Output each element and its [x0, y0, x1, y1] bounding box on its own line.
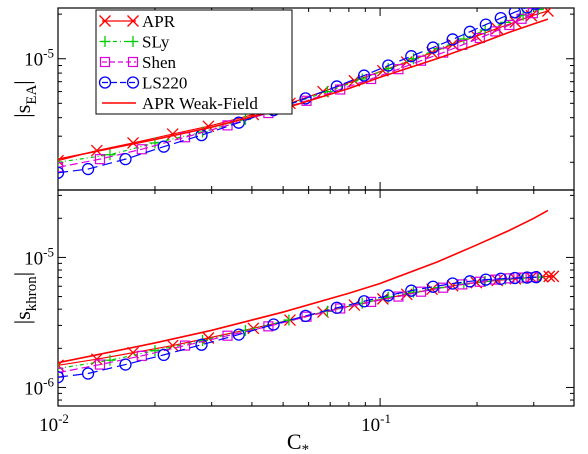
data-point — [490, 26, 501, 37]
data-point — [232, 116, 245, 129]
data-point — [267, 318, 280, 331]
data-point — [104, 354, 116, 366]
x-axis-label: C* — [287, 429, 309, 454]
data-point — [195, 338, 208, 351]
data-point — [157, 140, 170, 153]
data-point — [426, 280, 440, 293]
legend-marker — [98, 76, 112, 89]
legend-marker — [99, 36, 111, 47]
y-tick-label: 10-5 — [24, 46, 54, 71]
data-point — [541, 8, 554, 17]
data-point — [81, 367, 95, 380]
data-point — [149, 345, 161, 357]
data-point — [58, 162, 64, 173]
legend-marker — [99, 15, 111, 27]
x-tick-label: 10-1 — [361, 411, 391, 436]
data-point — [426, 283, 439, 296]
y-axis-label: |sEA| — [10, 80, 40, 117]
data-point — [529, 271, 543, 284]
data-point — [458, 33, 470, 45]
data-point — [547, 270, 560, 283]
data-point — [232, 328, 245, 341]
series-line-apr-weak-field — [58, 18, 549, 160]
legend-label: SLy — [142, 33, 170, 52]
plot-frame — [57, 189, 575, 407]
data-point — [81, 162, 95, 176]
legend-label: APR Weak-Field — [142, 94, 258, 113]
data-point — [405, 50, 418, 63]
data-point — [535, 8, 541, 9]
data-point — [58, 154, 64, 167]
series-line-apr-weak-field — [58, 209, 549, 364]
data-point — [357, 295, 371, 308]
legend-label: APR — [142, 12, 176, 31]
legend-marker — [127, 36, 139, 47]
data-point — [508, 8, 521, 19]
legend-label: Shen — [142, 53, 177, 72]
y-tick-label: 10-5 — [24, 244, 54, 269]
legend-label: LS220 — [142, 74, 187, 93]
series-line-sly — [58, 8, 539, 163]
series-line-shen — [58, 12, 534, 168]
data-point — [195, 128, 208, 142]
data-point — [520, 8, 534, 14]
data-point — [382, 289, 395, 302]
data-point — [405, 284, 418, 297]
plot-area — [58, 209, 560, 384]
data-point — [516, 13, 527, 24]
data-point — [330, 301, 343, 314]
data-point — [58, 371, 65, 384]
data-point — [119, 152, 132, 166]
data-point — [94, 359, 106, 370]
bottom-panel: 10-6 10-5 10-2 10-1 |skhron| C* — [10, 189, 575, 454]
data-point — [494, 272, 507, 285]
data-point — [415, 55, 427, 66]
data-point — [543, 270, 556, 283]
data-point — [94, 154, 106, 165]
data-point — [299, 92, 312, 105]
data-point — [366, 296, 377, 307]
legend-marker — [127, 15, 139, 27]
data-point — [494, 11, 507, 25]
data-point — [463, 25, 477, 38]
data-point — [357, 69, 371, 82]
y-axis-label: |skhron| — [10, 272, 40, 324]
data-point — [179, 340, 191, 351]
data-point — [426, 41, 440, 54]
data-point — [58, 367, 64, 378]
series-line-ls220 — [58, 276, 537, 378]
data-point — [119, 358, 132, 371]
legend-marker — [127, 56, 139, 68]
data-point — [463, 275, 477, 288]
data-point — [479, 273, 493, 286]
series-line-sly — [58, 276, 539, 370]
legend-marker — [99, 56, 111, 68]
data-point — [446, 33, 459, 46]
data-point — [136, 144, 147, 155]
data-point — [531, 8, 541, 10]
data-point — [58, 166, 65, 179]
data-point — [504, 19, 515, 31]
data-point — [136, 350, 147, 361]
data-point — [222, 330, 233, 341]
data-point — [382, 62, 394, 74]
x-tick-label: 10-2 — [39, 411, 69, 436]
legend-marker — [126, 76, 140, 89]
data-point — [479, 18, 493, 31]
plot-area — [58, 8, 554, 179]
data-point — [520, 271, 534, 284]
data-point — [104, 149, 116, 161]
data-point — [446, 277, 459, 290]
data-point — [382, 59, 395, 72]
data-point — [299, 309, 312, 323]
data-point — [508, 271, 521, 285]
data-point — [157, 348, 170, 362]
y-tick-label: 10-6 — [24, 374, 54, 399]
